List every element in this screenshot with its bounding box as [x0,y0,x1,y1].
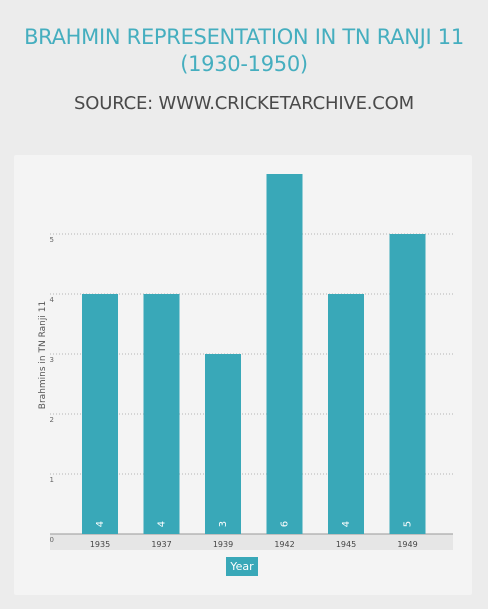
x-tick-label: 1939 [213,540,233,549]
x-axis-band [50,534,453,550]
bar-value-label: 3 [218,521,229,527]
bar [328,294,364,534]
bar [266,174,303,534]
y-tick-label: 3 [50,356,54,364]
y-tick-label: 1 [50,476,54,484]
x-tick-label: 1935 [90,540,110,549]
x-tick-labels: 1935 1937 1939 1942 1945 1949 [90,540,418,549]
bar [143,294,180,534]
y-tick-labels: 0 1 2 3 4 5 [50,236,55,544]
bar [82,294,118,534]
bar-value-label: 4 [95,521,106,527]
y-tick-label: 2 [50,416,54,424]
chart-subtitle: SOURCE: WWW.CRICKETARCHIVE.COM [74,93,414,114]
bar [389,234,426,534]
chart-title: BRAHMIN REPRESENTATION IN TN RANJI 11 (1… [24,25,464,76]
bar-value-label: 6 [280,521,291,527]
x-tick-label: 1942 [274,540,294,549]
bar-value-label: 5 [403,521,414,527]
y-tick-label: 5 [50,236,54,244]
x-tick-label: 1937 [151,540,171,549]
y-tick-label: 4 [50,296,55,304]
bar-value-label: 4 [157,521,168,527]
x-tick-label: 1949 [397,540,417,549]
bars: 4 4 3 6 4 5 [82,174,426,534]
y-axis-label: Brahmins in TN Ranji 11 [38,301,48,409]
x-axis-label: Year [226,557,258,576]
y-tick-label: 0 [50,536,54,544]
x-tick-label: 1945 [336,540,356,549]
bar [205,354,241,534]
gridlines [50,233,453,475]
bar-value-label: 4 [341,521,352,527]
